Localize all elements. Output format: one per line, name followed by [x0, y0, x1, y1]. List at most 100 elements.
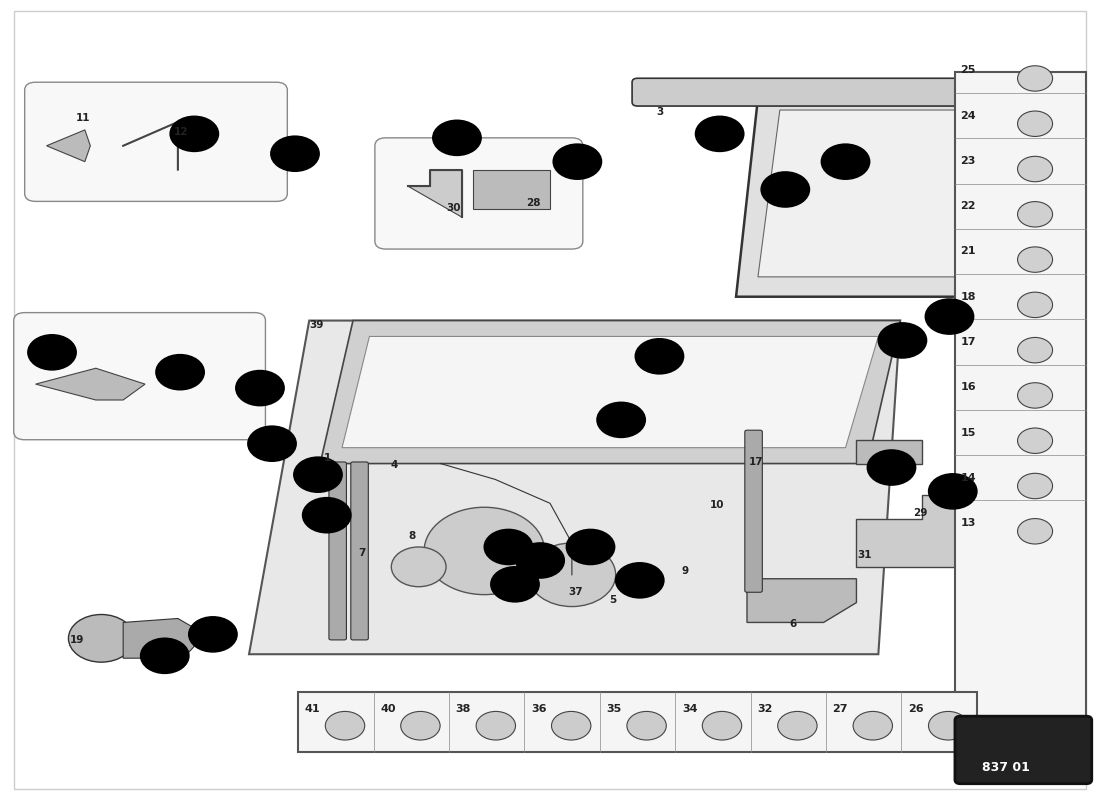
Text: a passion for parts since 1955: a passion for parts since 1955 [436, 438, 708, 457]
Text: 14: 14 [838, 157, 853, 166]
FancyBboxPatch shape [632, 78, 971, 106]
Text: 34: 34 [682, 704, 697, 714]
Text: 22: 22 [960, 201, 976, 211]
Text: 17: 17 [748, 457, 763, 467]
Text: 38: 38 [455, 704, 471, 714]
Circle shape [484, 530, 532, 565]
Text: 18: 18 [206, 630, 220, 639]
Text: 11: 11 [76, 113, 90, 123]
Circle shape [1018, 428, 1053, 454]
Circle shape [597, 402, 646, 438]
Text: 32: 32 [570, 157, 584, 166]
Text: 16: 16 [960, 382, 976, 392]
Polygon shape [320, 321, 900, 463]
Circle shape [616, 563, 663, 598]
FancyBboxPatch shape [351, 462, 369, 640]
Text: 41: 41 [502, 542, 516, 552]
Text: 36: 36 [173, 367, 187, 377]
Polygon shape [249, 321, 900, 654]
Circle shape [925, 299, 974, 334]
Text: 35: 35 [253, 383, 267, 393]
Circle shape [695, 116, 744, 151]
Circle shape [627, 711, 667, 740]
Circle shape [392, 547, 446, 586]
FancyBboxPatch shape [24, 82, 287, 202]
Circle shape [1018, 518, 1053, 544]
Circle shape [141, 638, 189, 674]
Text: 13: 13 [778, 185, 793, 194]
Text: 27: 27 [833, 704, 848, 714]
Text: 8: 8 [408, 531, 416, 541]
Text: 16: 16 [310, 470, 326, 480]
Circle shape [235, 370, 284, 406]
Text: 35: 35 [606, 704, 621, 714]
Circle shape [294, 457, 342, 492]
Text: 27: 27 [632, 575, 647, 586]
Circle shape [761, 172, 810, 207]
Polygon shape [46, 130, 90, 162]
Polygon shape [473, 170, 550, 210]
Circle shape [170, 116, 219, 151]
Text: 25: 25 [960, 66, 976, 75]
FancyBboxPatch shape [13, 313, 265, 440]
Circle shape [28, 335, 76, 370]
Circle shape [1018, 156, 1053, 182]
Text: 23: 23 [288, 149, 302, 158]
Text: 18: 18 [960, 292, 976, 302]
Circle shape [928, 711, 968, 740]
Text: 19: 19 [70, 635, 85, 645]
Circle shape [636, 339, 683, 374]
Text: 9: 9 [681, 566, 689, 576]
Polygon shape [857, 495, 955, 567]
Text: 17: 17 [960, 337, 976, 347]
FancyBboxPatch shape [955, 72, 1087, 719]
Circle shape [778, 711, 817, 740]
Text: 3: 3 [656, 106, 663, 117]
Text: 37: 37 [568, 587, 583, 598]
Circle shape [702, 711, 741, 740]
Circle shape [854, 711, 892, 740]
Circle shape [491, 567, 539, 602]
FancyBboxPatch shape [375, 138, 583, 249]
Circle shape [425, 507, 544, 594]
Text: 1: 1 [324, 453, 331, 463]
Text: 837 01: 837 01 [982, 761, 1031, 774]
Text: 15: 15 [265, 438, 279, 449]
Circle shape [528, 543, 616, 606]
Polygon shape [35, 368, 145, 400]
Circle shape [822, 144, 870, 179]
Circle shape [1018, 111, 1053, 137]
Text: 12: 12 [174, 127, 188, 138]
Circle shape [516, 543, 564, 578]
Text: 36: 36 [531, 704, 547, 714]
Circle shape [1018, 66, 1053, 91]
Text: 21: 21 [713, 129, 727, 139]
Circle shape [1018, 382, 1053, 408]
Text: 22: 22 [583, 542, 597, 552]
Polygon shape [342, 337, 878, 448]
Text: 14: 14 [960, 473, 976, 483]
Polygon shape [747, 578, 857, 622]
Text: 32: 32 [757, 704, 772, 714]
Text: 15: 15 [960, 427, 976, 438]
FancyBboxPatch shape [745, 430, 762, 592]
Circle shape [433, 120, 481, 155]
Text: 34: 34 [895, 335, 910, 346]
Circle shape [1018, 202, 1053, 227]
Circle shape [156, 354, 205, 390]
Text: 20: 20 [157, 651, 172, 661]
Text: 31: 31 [857, 550, 871, 560]
Text: 40: 40 [450, 133, 464, 143]
Text: 6: 6 [790, 619, 796, 629]
Circle shape [928, 474, 977, 509]
Circle shape [271, 136, 319, 171]
Text: 10: 10 [711, 500, 725, 510]
Circle shape [1018, 338, 1053, 363]
FancyBboxPatch shape [955, 716, 1091, 784]
Circle shape [1018, 247, 1053, 272]
Text: 24: 24 [960, 110, 976, 121]
Text: 24: 24 [532, 555, 548, 566]
Circle shape [302, 498, 351, 533]
Text: 32: 32 [652, 351, 667, 362]
Text: europ•parts: europ•parts [448, 383, 696, 417]
